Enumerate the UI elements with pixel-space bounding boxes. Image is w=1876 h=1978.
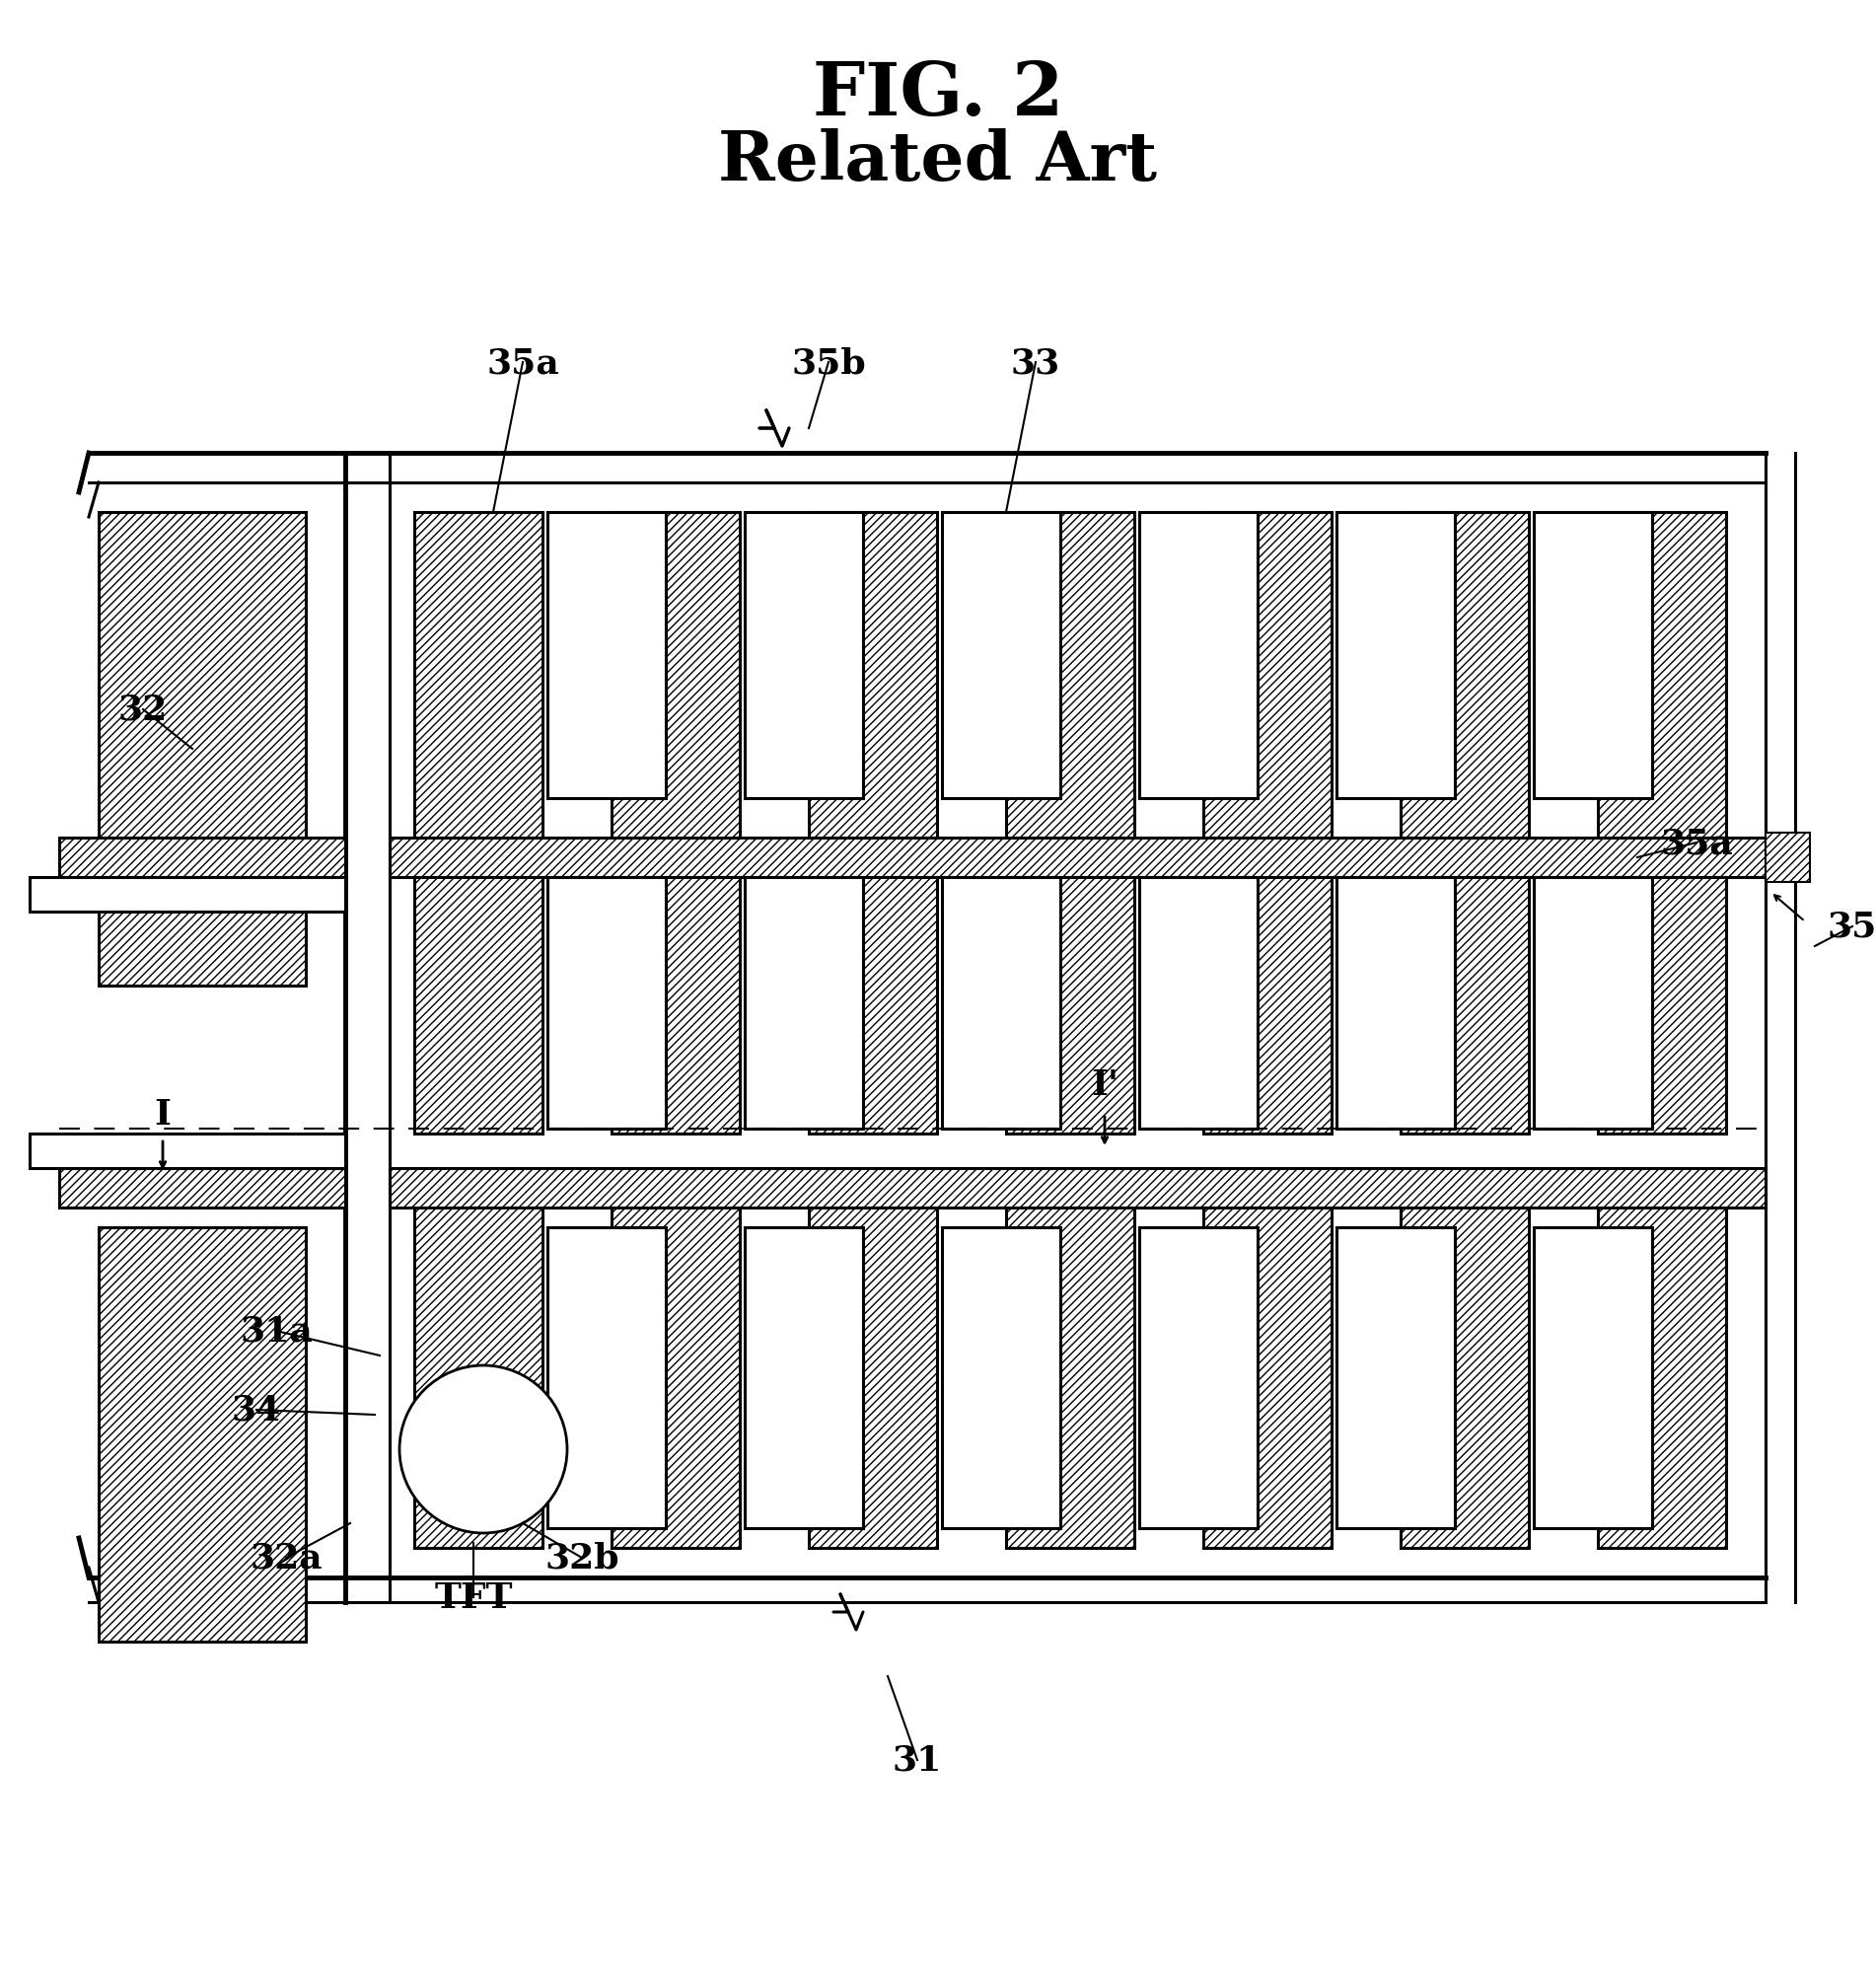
Text: FIG. 2: FIG. 2 [812, 59, 1064, 131]
Bar [1006, 878, 1135, 1133]
Bar [612, 1209, 739, 1549]
Bar [745, 512, 863, 799]
Bar [1139, 878, 1257, 1129]
Bar [1203, 512, 1332, 839]
Text: I: I [154, 1098, 171, 1131]
Bar [1401, 878, 1529, 1133]
Bar [430, 1424, 456, 1470]
Bar [1006, 1209, 1135, 1549]
Text: 35a: 35a [486, 346, 559, 380]
Bar [612, 878, 739, 1133]
Bar [1598, 1209, 1726, 1549]
Bar [1535, 878, 1653, 1129]
Bar [1139, 1228, 1257, 1529]
Bar [1203, 1209, 1332, 1549]
Bar [612, 878, 739, 1133]
Bar [30, 1133, 345, 1169]
Bar [30, 878, 345, 912]
Bar [1598, 1209, 1726, 1549]
Text: 35: 35 [1827, 910, 1876, 944]
Bar [809, 1209, 936, 1549]
Text: TFT: TFT [433, 1580, 512, 1614]
Bar [809, 512, 936, 839]
Bar [99, 512, 306, 987]
Bar [1336, 512, 1454, 799]
Bar [60, 1169, 345, 1209]
Text: 32b: 32b [544, 1541, 619, 1574]
Bar [745, 1228, 863, 1529]
Bar [60, 1169, 345, 1209]
Text: Related Art: Related Art [719, 129, 1157, 194]
Bar [1336, 878, 1454, 1129]
Text: 33: 33 [1011, 346, 1060, 380]
Text: 35a: 35a [1660, 827, 1733, 860]
Bar [1535, 1228, 1653, 1529]
Bar [1006, 512, 1135, 839]
Bar [390, 1169, 1765, 1209]
Bar [99, 1228, 306, 1642]
Bar [1401, 1209, 1529, 1549]
Bar [809, 878, 936, 1133]
Bar [612, 512, 739, 839]
Bar [415, 512, 542, 839]
Text: 31a: 31a [240, 1315, 313, 1347]
Bar [1139, 512, 1257, 799]
Bar [415, 1209, 542, 1549]
Bar [1336, 1228, 1454, 1529]
Bar [809, 1209, 936, 1549]
Bar [1535, 512, 1653, 799]
Bar [1203, 878, 1332, 1133]
Text: 31: 31 [893, 1743, 942, 1776]
Bar [612, 512, 739, 839]
Bar [415, 878, 542, 1133]
Bar [1401, 512, 1529, 839]
Bar [1765, 833, 1810, 882]
Bar [1006, 1209, 1135, 1549]
Text: I': I' [1090, 1068, 1118, 1102]
Bar [415, 878, 542, 1133]
Bar [1006, 512, 1135, 839]
Bar [488, 1424, 516, 1470]
Text: 32a: 32a [250, 1541, 323, 1574]
Bar [488, 1424, 514, 1470]
Bar [1203, 512, 1332, 839]
Bar [99, 512, 306, 987]
Bar [1401, 512, 1529, 839]
Bar [1203, 878, 1332, 1133]
Bar [1401, 1209, 1529, 1549]
Text: 34: 34 [231, 1393, 281, 1426]
Bar [1598, 878, 1726, 1133]
Text: 35b: 35b [792, 346, 867, 380]
Bar [415, 1209, 542, 1549]
Bar [1401, 878, 1529, 1133]
Bar [548, 1228, 666, 1529]
Circle shape [400, 1365, 567, 1533]
Bar [809, 878, 936, 1133]
Bar [1598, 512, 1726, 839]
Bar [612, 1209, 739, 1549]
Bar [548, 878, 666, 1129]
Bar [809, 512, 936, 839]
Bar [745, 878, 863, 1129]
Bar [548, 512, 666, 799]
Bar [1203, 1209, 1332, 1549]
Bar [99, 1228, 306, 1642]
Bar [415, 512, 542, 839]
Bar [1006, 878, 1135, 1133]
Bar [942, 512, 1060, 799]
Bar [60, 839, 345, 878]
Bar [390, 839, 1765, 878]
Bar [390, 1169, 1765, 1209]
Bar [1765, 833, 1810, 882]
Text: 32: 32 [118, 692, 167, 726]
Bar [1598, 878, 1726, 1133]
Bar [1598, 512, 1726, 839]
Bar [942, 878, 1060, 1129]
Bar [942, 1228, 1060, 1529]
Bar [390, 839, 1765, 878]
Bar [60, 839, 345, 878]
